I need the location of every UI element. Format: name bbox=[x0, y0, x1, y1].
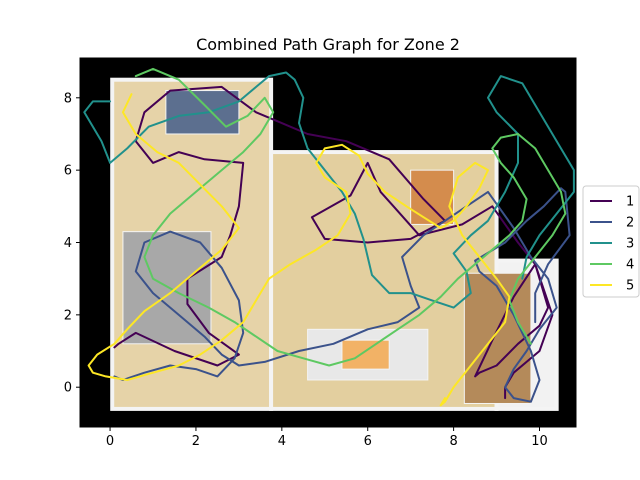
chart-title: Combined Path Graph for Zone 2 bbox=[196, 35, 460, 54]
floor-plan-room bbox=[122, 231, 212, 345]
y-tick-label: 2 bbox=[64, 308, 72, 323]
x-tick-label: 6 bbox=[364, 434, 372, 449]
x-tick-label: 8 bbox=[449, 434, 457, 449]
series-line-4 bbox=[134, 67, 567, 367]
y-tick-label: 0 bbox=[64, 381, 72, 396]
legend-label-5: 5 bbox=[626, 279, 634, 294]
legend-label-2: 2 bbox=[626, 216, 634, 231]
x-axis: 0 2 4 6 8 10 bbox=[106, 427, 548, 449]
y-axis: 0 2 4 6 8 bbox=[64, 91, 80, 396]
floor-plan-room bbox=[463, 272, 532, 404]
floor-plan-room bbox=[410, 169, 455, 225]
y-tick-label: 4 bbox=[64, 236, 72, 251]
x-tick-label: 10 bbox=[531, 434, 548, 449]
series-lines bbox=[83, 67, 575, 407]
x-tick-label: 2 bbox=[192, 434, 200, 449]
series-line-5 bbox=[87, 93, 511, 407]
y-tick-label: 6 bbox=[64, 164, 72, 179]
x-tick-label: 4 bbox=[278, 434, 286, 449]
legend: 1 2 3 4 5 bbox=[582, 185, 640, 298]
legend-label-4: 4 bbox=[626, 258, 634, 273]
series-line-3 bbox=[83, 71, 575, 309]
legend-label-1: 1 bbox=[626, 195, 634, 210]
legend-frame bbox=[582, 185, 640, 298]
y-tick-label: 8 bbox=[64, 91, 72, 106]
legend-label-3: 3 bbox=[626, 237, 634, 252]
floor-plan-room bbox=[341, 339, 390, 370]
x-tick-label: 0 bbox=[106, 434, 114, 449]
